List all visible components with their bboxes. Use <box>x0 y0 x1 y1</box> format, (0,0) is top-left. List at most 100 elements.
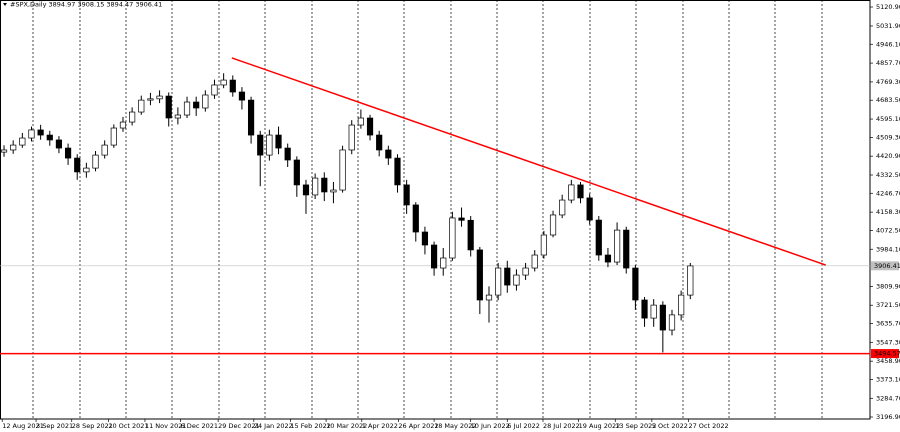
last-price-box <box>871 261 899 271</box>
x-tick-label: 5 Oct 2022 <box>652 422 688 430</box>
candle-body <box>476 249 483 301</box>
candle-body <box>183 101 191 116</box>
candle-body <box>257 134 264 156</box>
candle-body <box>394 157 401 186</box>
x-tick-label: 18 May 2022 <box>434 422 476 430</box>
candle-body <box>321 177 328 193</box>
candle-body <box>293 159 300 186</box>
x-tick-label: 20 Oct 2021 <box>108 422 148 430</box>
candle-body <box>568 184 575 201</box>
candle-body <box>641 299 648 319</box>
candle-body <box>449 217 456 259</box>
x-tick-label: 6 Dec 2021 <box>181 422 218 430</box>
candle-body <box>247 99 255 136</box>
candle-body <box>129 111 136 123</box>
candle-body <box>376 134 383 151</box>
y-tick-label: 4158.30 <box>876 208 900 216</box>
candle-body <box>165 95 172 119</box>
trendline <box>231 57 826 266</box>
candle-body <box>174 114 181 119</box>
candle-body <box>421 231 429 246</box>
candle-body <box>687 265 694 296</box>
period-separators <box>32 0 823 419</box>
chart-title: #SPX,Daily 3894.97 3908.15 3894.47 3906.… <box>10 1 162 9</box>
y-tick-label: 4246.70 <box>876 189 900 197</box>
candle-body <box>110 127 117 146</box>
y-tick-label: 4420.90 <box>876 152 900 160</box>
level-box <box>871 349 899 359</box>
candle-body <box>156 95 163 100</box>
candle-body <box>284 147 291 161</box>
candle-body <box>577 184 584 199</box>
candle-body <box>348 124 355 151</box>
x-tick-label: 28 Sep 2021 <box>72 422 113 430</box>
candle-body <box>211 84 218 96</box>
x-tick-label: 11 Nov 2021 <box>145 422 187 430</box>
y-tick-label: 3196.90 <box>876 413 900 421</box>
candle-body <box>266 134 273 156</box>
x-tick-label: 28 Jul 2022 <box>543 422 580 430</box>
candle-body <box>193 101 200 109</box>
y-tick-label: 5031.90 <box>876 22 900 30</box>
y-tick-label: 4595.10 <box>876 115 900 123</box>
x-tick-label: 13 Sep 2022 <box>615 422 656 430</box>
x-tick-label: 10 Jun 2022 <box>471 422 510 430</box>
x-tick-label: 24 Jan 2022 <box>254 422 293 430</box>
y-tick-label: 3984.10 <box>876 245 900 253</box>
candle-body <box>604 254 612 263</box>
candle-body <box>55 139 63 149</box>
candle-body <box>229 79 236 93</box>
candle-body <box>559 199 566 216</box>
candle-body <box>540 234 547 256</box>
x-tick-label: 10 Mar 2022 <box>326 422 367 430</box>
candle-body <box>650 304 657 319</box>
candle-body <box>46 134 53 141</box>
x-tick-label: 12 Aug 2021 <box>2 422 44 430</box>
candle-body <box>430 244 438 269</box>
candle-body <box>366 117 374 136</box>
candle-body <box>339 149 346 191</box>
candle-body <box>0 149 8 153</box>
candle-body <box>495 267 502 296</box>
y-tick-label: 3721.50 <box>876 301 900 309</box>
candle-body <box>668 314 676 331</box>
candle-body <box>64 147 72 159</box>
candle-body <box>37 129 44 136</box>
candle-body <box>312 177 319 196</box>
x-tick-label: 27 Oct 2022 <box>688 422 728 430</box>
candle-body <box>440 257 447 269</box>
candle-body <box>586 197 593 221</box>
y-tick-label: 3635.70 <box>876 319 900 327</box>
candle-body <box>549 214 557 236</box>
y-tick-label: 4332.50 <box>876 171 900 179</box>
candle-body <box>403 184 410 206</box>
candle-body <box>531 254 538 269</box>
candle-body <box>119 121 127 129</box>
candle-body <box>467 219 474 251</box>
candle-body <box>238 91 246 101</box>
candle-body <box>623 229 630 269</box>
candle-body <box>659 304 666 331</box>
y-tick-label: 4857.70 <box>876 59 900 67</box>
y-tick-label: 4072.50 <box>876 226 900 234</box>
y-tick-label: 3458.90 <box>876 357 900 365</box>
candle-body <box>220 79 227 86</box>
candle-body <box>412 204 419 233</box>
y-tick-label: 4683.50 <box>876 96 900 104</box>
candle-body <box>678 294 685 316</box>
candle-body <box>28 129 35 139</box>
candle-body <box>147 98 154 101</box>
symbol-icon <box>3 3 7 6</box>
x-tick-label: 3 Sep 2021 <box>36 422 73 430</box>
level-label: 3494.57 <box>874 350 900 358</box>
x-tick-label: 6 Jul 2022 <box>507 422 540 430</box>
y-tick-label: 3547.30 <box>876 338 900 346</box>
last-price-label: 3906.41 <box>874 262 900 270</box>
candle-body <box>74 157 81 173</box>
x-tick-label: 29 Dec 2021 <box>218 422 260 430</box>
candle-body <box>385 149 392 159</box>
y-tick-label: 3284.70 <box>876 394 900 402</box>
x-tick-label: 26 Apr 2022 <box>398 422 438 430</box>
candle-body <box>10 144 17 151</box>
